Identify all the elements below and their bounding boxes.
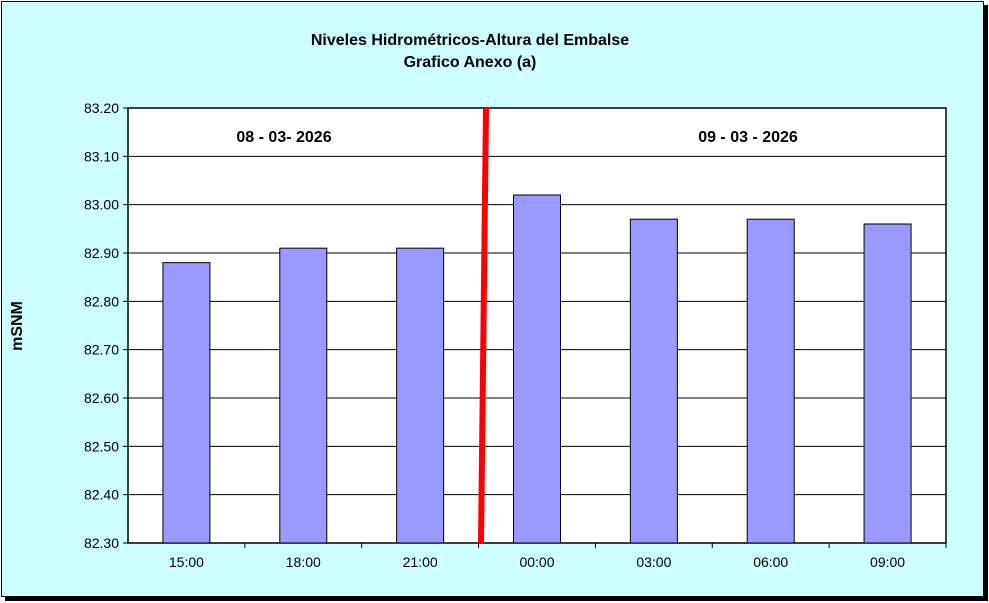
x-tick-label: 03:00 bbox=[636, 554, 671, 570]
chart-title: Niveles Hidrométricos-Altura del Embalse bbox=[311, 32, 629, 49]
y-tick-label: 82.90 bbox=[84, 245, 119, 261]
y-tick-label: 82.50 bbox=[84, 438, 119, 454]
bar bbox=[863, 223, 912, 544]
day-divider-line bbox=[478, 107, 489, 544]
bar bbox=[513, 194, 561, 544]
y-tick-label: 82.80 bbox=[84, 293, 119, 309]
y-tick-label: 82.30 bbox=[84, 535, 119, 551]
date-label-day1: 08 - 03- 2026 bbox=[236, 129, 331, 146]
y-tick-label: 83.10 bbox=[84, 148, 119, 164]
x-tick-label: 15:00 bbox=[169, 554, 204, 570]
date-label-day2: 09 - 03 - 2026 bbox=[698, 129, 798, 146]
chart-subtitle: Grafico Anexo (a) bbox=[404, 54, 537, 71]
x-tick-label: 18:00 bbox=[286, 554, 321, 570]
bar bbox=[279, 247, 328, 544]
x-tick-label: 09:00 bbox=[870, 554, 905, 570]
x-tick-label: 06:00 bbox=[753, 554, 788, 570]
y-tick-label: 82.60 bbox=[84, 390, 119, 406]
y-tick-label: 83.20 bbox=[84, 100, 119, 116]
bar bbox=[162, 262, 211, 544]
x-tick-label: 21:00 bbox=[403, 554, 438, 570]
y-tick-label: 83.00 bbox=[84, 197, 119, 213]
bar bbox=[746, 218, 795, 544]
y-axis-label: mSNM bbox=[9, 301, 26, 351]
bar bbox=[396, 247, 445, 544]
y-tick-label: 82.40 bbox=[84, 487, 119, 503]
x-tick-label: 00:00 bbox=[519, 554, 554, 570]
bar bbox=[629, 218, 678, 544]
y-tick-label: 82.70 bbox=[84, 342, 119, 358]
